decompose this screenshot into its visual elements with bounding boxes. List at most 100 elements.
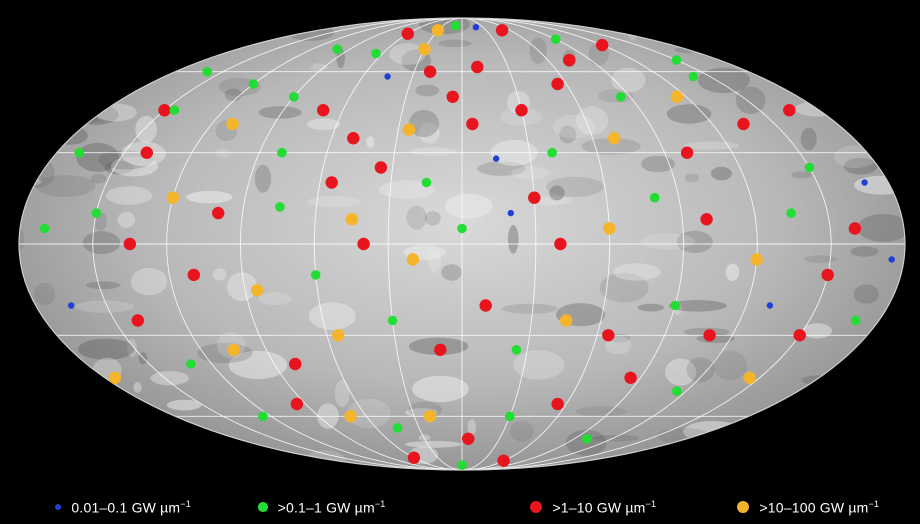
hotspot-point — [786, 208, 796, 218]
hotspot-point — [582, 434, 592, 444]
hotspot-point — [505, 411, 515, 422]
legend-item: >0.1–1 GW µm−1 — [258, 496, 386, 518]
hotspot-point — [466, 117, 479, 131]
hotspot-point — [392, 423, 403, 433]
hotspot-point — [703, 329, 716, 342]
hotspot-point — [554, 237, 567, 251]
io-hotspot-map — [18, 17, 906, 471]
hotspot-point — [248, 79, 259, 89]
hotspot-point — [423, 65, 437, 78]
legend-marker — [258, 502, 268, 512]
hotspot-point — [750, 253, 763, 266]
hotspot-point — [608, 132, 621, 145]
hotspot-point — [277, 147, 287, 158]
hotspot-point — [804, 162, 815, 173]
hotspot-point — [371, 48, 381, 59]
hotspot-point — [528, 191, 541, 204]
hotspot-point — [212, 206, 225, 220]
hotspot-point — [289, 357, 302, 371]
hotspot-point — [166, 191, 180, 204]
hotspot-point — [68, 302, 75, 309]
hotspot-point — [187, 268, 200, 282]
hotspot-point — [140, 146, 153, 159]
legend-label: >0.1–1 GW µm−1 — [277, 498, 386, 516]
hotspot-point — [387, 315, 398, 326]
hotspot-point — [275, 202, 285, 212]
hotspot-point — [743, 371, 756, 384]
hotspot-point — [332, 329, 345, 342]
hotspot-point — [471, 60, 484, 74]
hotspot-point — [603, 222, 616, 235]
hotspot-point — [649, 192, 660, 203]
hotspot-point — [169, 105, 180, 115]
hotspot-point — [551, 397, 564, 411]
legend-marker — [737, 500, 750, 514]
hotspot-point — [402, 123, 416, 136]
hotspot-point — [123, 237, 136, 251]
hotspot-point — [850, 315, 861, 326]
hotspot-point — [344, 410, 357, 423]
hotspot-point — [551, 77, 564, 91]
hotspot-point — [290, 397, 304, 411]
hotspot-point — [700, 213, 713, 226]
hotspot-point — [680, 146, 694, 159]
hotspot-point — [457, 223, 467, 234]
hotspot-point — [401, 27, 414, 40]
hotspot-point — [766, 302, 774, 309]
hotspot-point — [374, 161, 388, 174]
hotspot-point — [423, 410, 437, 423]
legend: 0.01–0.1 GW µm−1 >0.1–1 GW µm−1 >1–10 GW µ… — [0, 490, 920, 524]
hotspot-point — [226, 117, 239, 131]
legend-label: >10–100 GW µm−1 — [759, 498, 880, 516]
hotspot-point — [357, 237, 370, 251]
hotspot-point — [670, 90, 683, 104]
hotspot-point — [39, 223, 50, 234]
legend-item: 0.01–0.1 GW µm−1 — [55, 496, 191, 518]
hotspot-point — [479, 299, 492, 312]
legend-marker — [530, 500, 543, 514]
hotspot-point — [108, 371, 122, 384]
hotspot-point — [783, 104, 796, 117]
hotspot-point — [616, 92, 626, 102]
hotspot-point — [384, 73, 391, 80]
hotspot-point — [251, 284, 264, 297]
hotspot-point — [325, 176, 338, 189]
hotspot-point — [74, 147, 85, 158]
hotspot-point — [462, 432, 475, 445]
hotspot-point — [258, 411, 268, 422]
hotspot-point — [672, 386, 682, 397]
hotspot-point — [158, 104, 171, 117]
hotspot-point — [670, 300, 680, 311]
hotspot-point — [347, 132, 360, 145]
hotspot-point — [317, 104, 330, 117]
hotspot-point — [450, 20, 461, 31]
hotspot-point — [332, 44, 343, 54]
hotspot-point — [434, 343, 447, 356]
hotspot-point — [793, 329, 806, 342]
hotspot-point — [515, 104, 528, 117]
hotspot-point — [131, 314, 144, 327]
hotspot-point — [421, 177, 432, 188]
hotspot-point — [91, 208, 102, 218]
hotspot-point — [547, 147, 557, 158]
hotspot-point — [493, 155, 500, 162]
hotspot-point — [446, 90, 459, 104]
hotspot-point — [861, 179, 868, 186]
hotspot-point — [495, 24, 509, 37]
hotspot-point — [406, 253, 420, 266]
hotspot-point — [511, 345, 522, 355]
hotspot-point — [418, 43, 431, 56]
hotspot-point — [289, 92, 299, 102]
hotspot-point — [550, 34, 561, 44]
hotspot-point — [821, 268, 834, 282]
hotspot-points — [39, 20, 895, 470]
hotspot-point — [497, 454, 510, 467]
hotspot-point — [407, 451, 421, 464]
hotspot-point — [560, 314, 573, 327]
hotspot-point — [671, 55, 682, 65]
legend-marker — [55, 503, 62, 511]
hotspot-point — [507, 209, 514, 217]
legend-label: >1–10 GW µm−1 — [552, 498, 657, 516]
legend-item: >1–10 GW µm−1 — [530, 496, 656, 518]
hotspot-point — [737, 117, 750, 131]
